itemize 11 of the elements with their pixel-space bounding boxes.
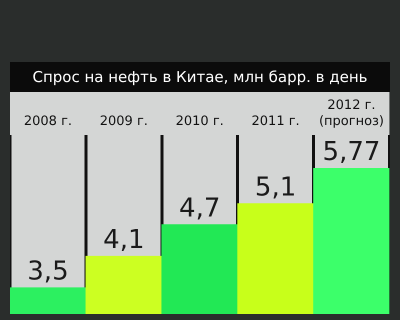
x-tick-label: 2009 г. [100, 114, 148, 129]
x-tick-label: 2011 г. [252, 114, 300, 129]
x-tick-label: 2010 г. [176, 114, 224, 129]
data-label: 4,1 [103, 224, 145, 255]
x-tick-label: 2012 г. (прогноз) [318, 98, 384, 129]
chart-title: Спрос на нефть в Китае, млн барр. в день [10, 62, 390, 92]
x-tick-label: 2008 г. [24, 114, 72, 129]
data-label: 4,7 [179, 193, 220, 224]
data-label: 5,1 [254, 172, 296, 202]
data-label: 5,77 [322, 137, 380, 168]
data-label: 3,5 [27, 256, 69, 286]
